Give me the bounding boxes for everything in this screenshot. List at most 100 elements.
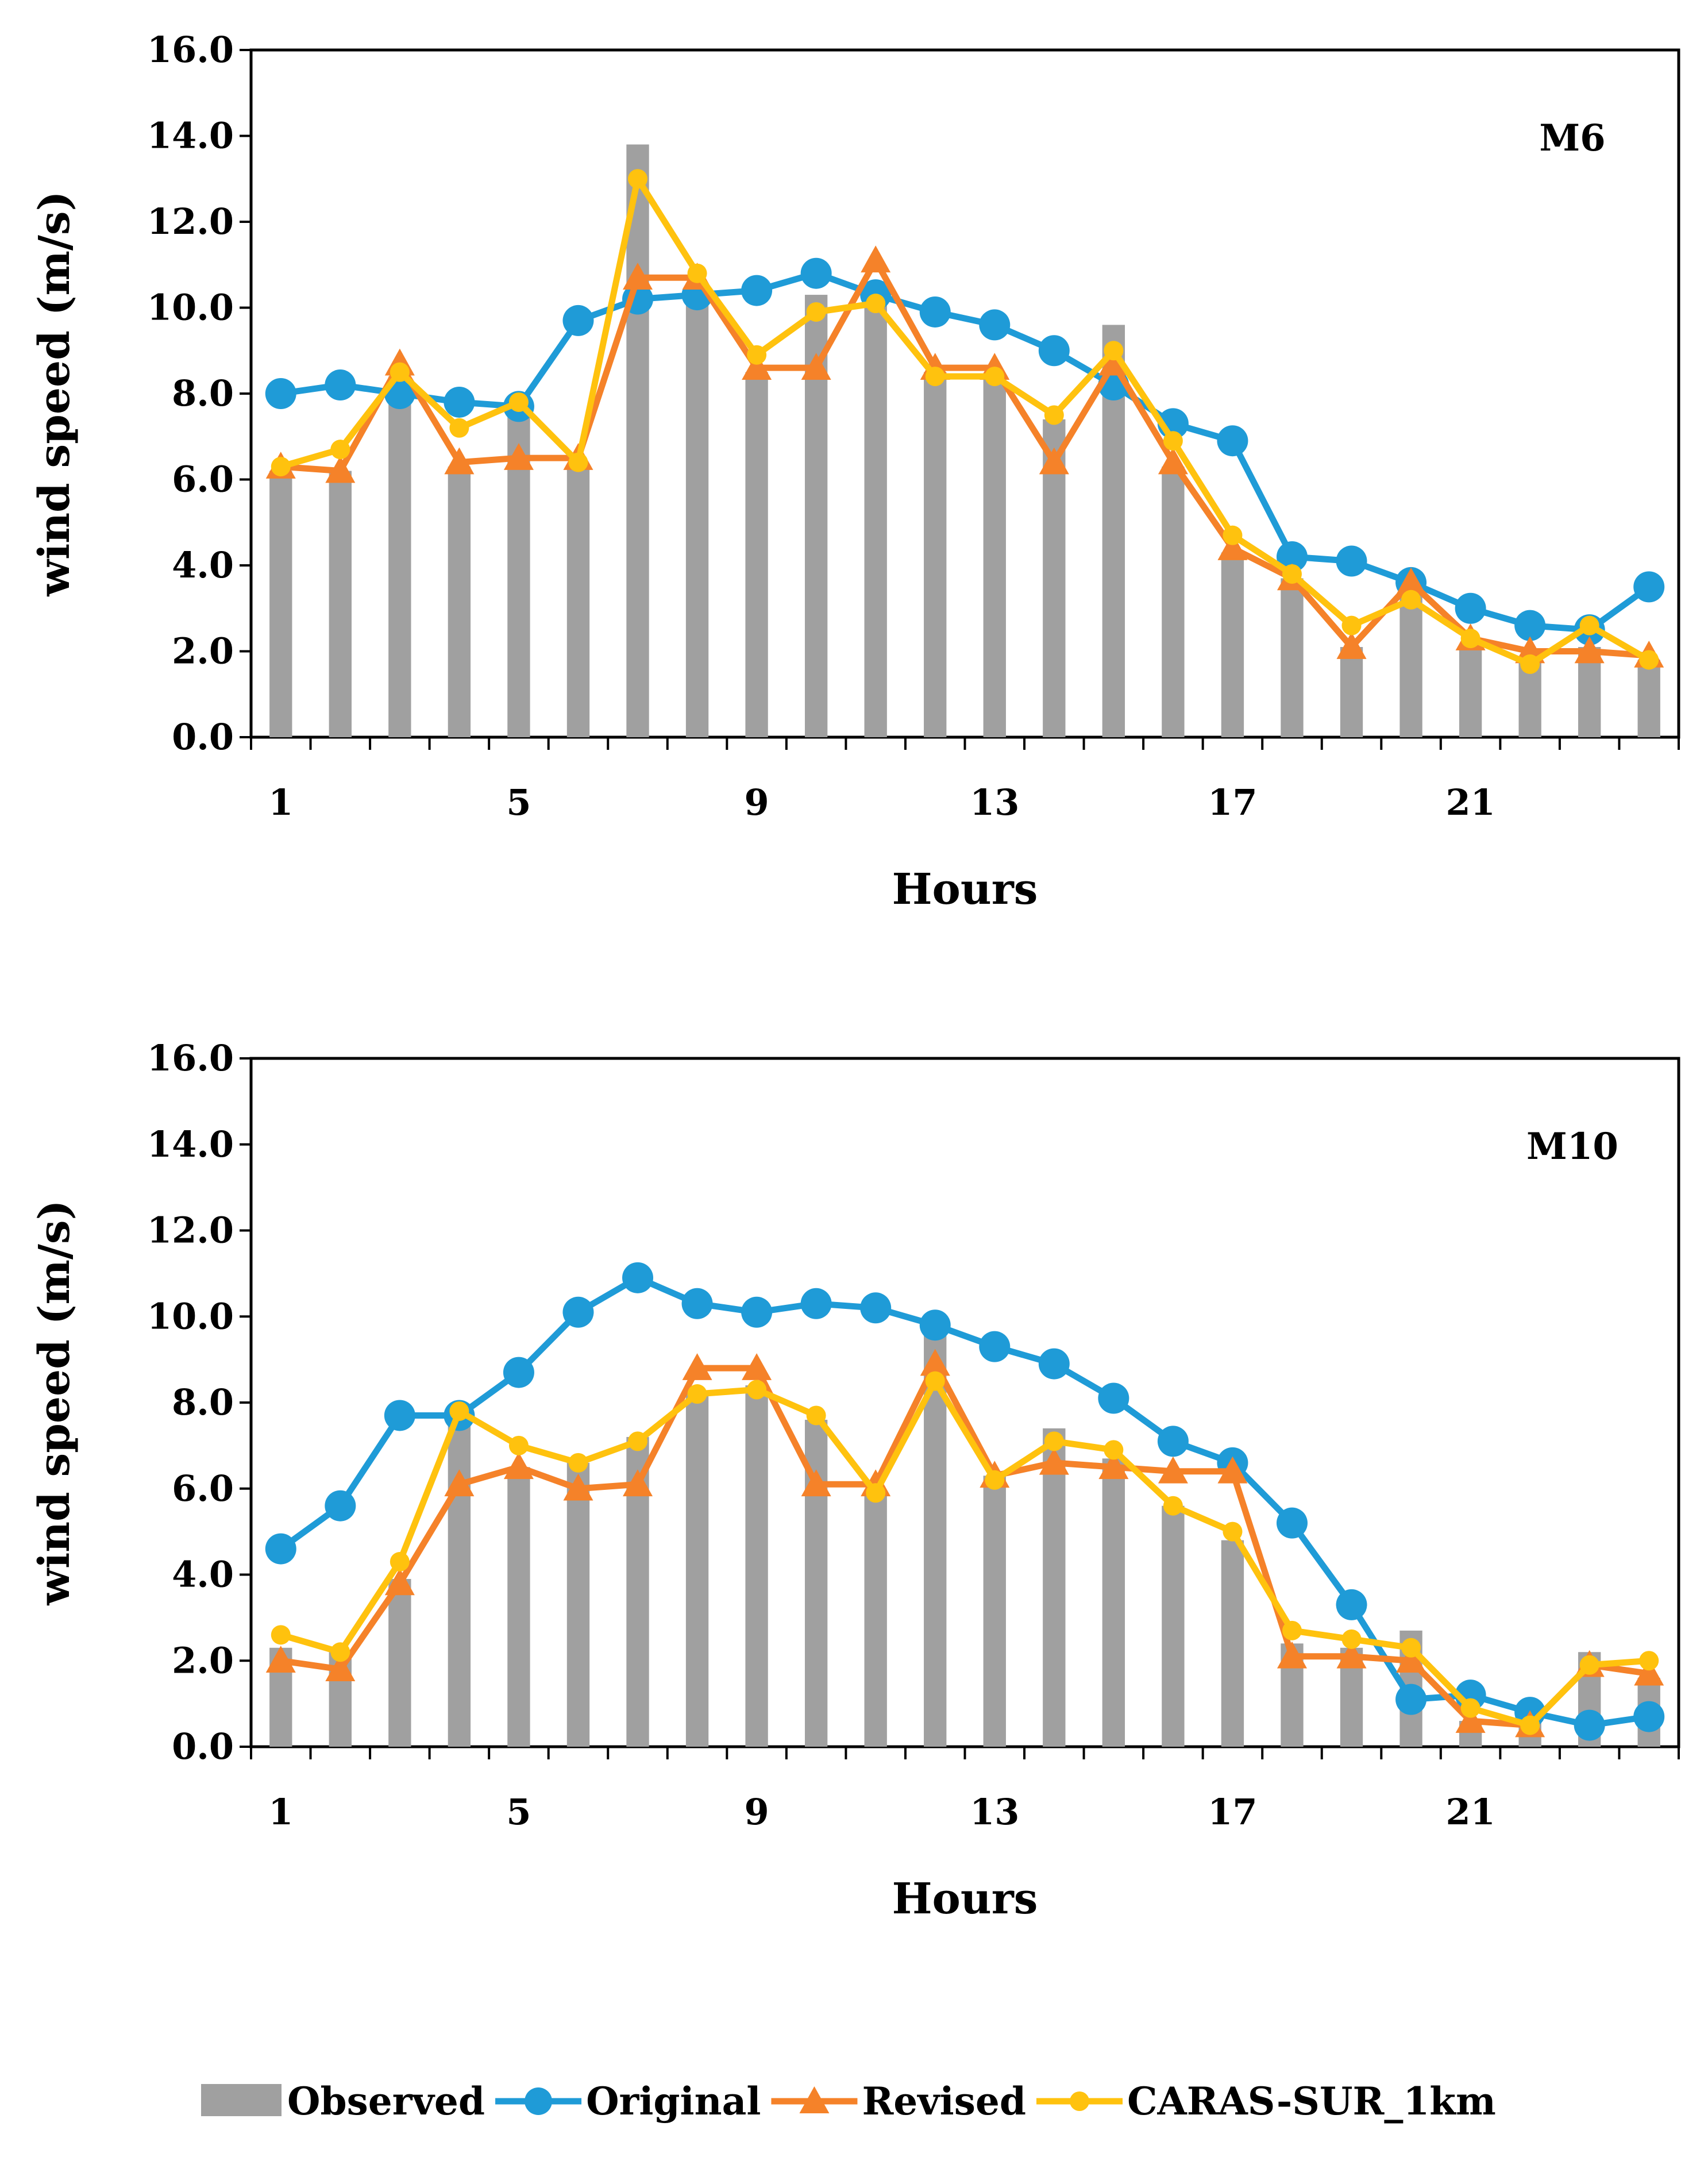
bar-observed-15 (1102, 1458, 1125, 1747)
y-tick-label: 0.0 (172, 1725, 234, 1767)
series-revised (265, 1349, 1664, 1738)
point-revised-19 (1336, 1641, 1367, 1669)
point-original-17 (1217, 425, 1248, 457)
point-revised-6 (563, 1473, 593, 1501)
point-revised-9 (742, 1353, 772, 1380)
bar-observed-4 (448, 467, 471, 737)
bar-observed-11 (864, 1493, 887, 1747)
series-original (265, 1262, 1665, 1741)
bar-observed-9 (745, 372, 768, 737)
x-axis-title: Hours (892, 1874, 1038, 1924)
point-revised-10 (801, 1469, 831, 1497)
point-caras-sur-1km-20 (1401, 590, 1421, 610)
bar-observed-16 (1162, 1505, 1185, 1747)
legend-swatch-marker (799, 2086, 830, 2113)
point-revised-24 (1634, 1658, 1664, 1686)
legend-item-original: Original (495, 2079, 761, 2124)
panel-label: M10 (1526, 1125, 1618, 1168)
bar-observed-9 (745, 1385, 768, 1747)
bar-observed-13 (983, 376, 1006, 737)
y-tick-label: 4.0 (172, 544, 234, 586)
point-original-8 (681, 1288, 713, 1319)
point-revised-7 (623, 1469, 653, 1497)
legend: Observed Original Revised CARAS-SUR_1km (201, 2079, 1496, 2124)
bar-observed-14 (1043, 1428, 1066, 1747)
legend-item-caras-sur-1km: CARAS-SUR_1km (1036, 2079, 1496, 2124)
point-caras-sur-1km-22 (1520, 1715, 1540, 1735)
legend-label: CARAS-SUR_1km (1127, 2079, 1496, 2124)
point-original-19 (1336, 545, 1367, 577)
point-revised-4 (444, 447, 475, 475)
point-caras-sur-1km-8 (687, 1384, 707, 1404)
point-caras-sur-1km-14 (1044, 1431, 1064, 1451)
point-caras-sur-1km-12 (925, 1371, 945, 1391)
x-tick-label: 9 (745, 781, 769, 823)
point-caras-sur-1km-11 (866, 294, 886, 314)
point-caras-sur-1km-24 (1639, 650, 1659, 670)
y-tick-label: 16.0 (147, 29, 234, 71)
point-revised-5 (503, 443, 534, 470)
point-original-12 (919, 296, 951, 328)
legend-item-revised: Revised (771, 2079, 1026, 2124)
point-revised-16 (1158, 1456, 1188, 1484)
y-tick-label: 14.0 (147, 1123, 234, 1165)
point-revised-15 (1098, 1452, 1129, 1480)
point-original-14 (1038, 1348, 1070, 1380)
point-revised-2 (325, 456, 356, 483)
point-revised-12 (920, 1349, 950, 1376)
point-revised-21 (1455, 1706, 1486, 1733)
x-tick-label: 13 (970, 781, 1019, 823)
point-revised-3 (384, 1568, 415, 1596)
x-tick-label: 1 (268, 1791, 293, 1833)
point-caras-sur-1km-22 (1520, 654, 1540, 674)
point-caras-sur-1km-20 (1401, 1638, 1421, 1658)
point-original-24 (1633, 571, 1665, 603)
x-tick-label: 21 (1445, 1791, 1495, 1833)
point-caras-sur-1km-19 (1341, 1629, 1362, 1649)
point-caras-sur-1km-23 (1579, 1655, 1599, 1675)
point-revised-5 (503, 1452, 534, 1480)
point-caras-sur-1km-10 (806, 1405, 826, 1426)
point-caras-sur-1km-4 (449, 1401, 469, 1421)
legend-swatch-marker (1070, 2091, 1090, 2111)
point-revised-8 (682, 1353, 712, 1380)
point-original-2 (325, 1490, 356, 1521)
y-tick-label: 12.0 (147, 1209, 234, 1251)
point-caras-sur-1km-16 (1163, 431, 1183, 451)
point-original-14 (1038, 335, 1070, 367)
x-tick-label: 13 (970, 1791, 1019, 1833)
point-revised-4 (444, 1469, 475, 1497)
point-caras-sur-1km-7 (628, 169, 648, 189)
line-original (277, 1274, 1652, 1729)
point-revised-17 (1217, 1456, 1248, 1484)
y-tick-label: 10.0 (147, 287, 234, 329)
point-revised-2 (325, 1654, 356, 1682)
y-tick-label: 0.0 (172, 716, 234, 758)
point-original-23 (1574, 1709, 1605, 1741)
series-caras-sur-1km (271, 1371, 1659, 1735)
series-caras-sur-1km (271, 169, 1659, 674)
bar-observed-13 (983, 1476, 1006, 1747)
point-caras-sur-1km-19 (1341, 615, 1362, 635)
point-caras-sur-1km-2 (330, 1642, 350, 1662)
x-tick-label: 5 (506, 1791, 531, 1833)
point-original-15 (1098, 1382, 1129, 1414)
point-original-13 (979, 309, 1011, 341)
y-tick-label: 4.0 (172, 1554, 234, 1596)
point-original-2 (325, 369, 356, 401)
y-tick-label: 12.0 (147, 201, 234, 242)
point-original-6 (562, 305, 594, 336)
point-caras-sur-1km-11 (866, 1483, 886, 1503)
bar-observed-19 (1340, 647, 1363, 737)
y-tick-label: 2.0 (172, 630, 234, 672)
x-axis-title: Hours (892, 865, 1038, 914)
point-caras-sur-1km-1 (271, 1625, 291, 1645)
bar-observed-7 (626, 144, 649, 738)
point-caras-sur-1km-5 (508, 1435, 529, 1455)
y-tick-label: 6.0 (172, 459, 234, 500)
point-original-1 (265, 1533, 296, 1565)
point-revised-15 (1098, 348, 1129, 376)
point-original-3 (384, 1400, 415, 1431)
point-caras-sur-1km-5 (508, 392, 529, 412)
